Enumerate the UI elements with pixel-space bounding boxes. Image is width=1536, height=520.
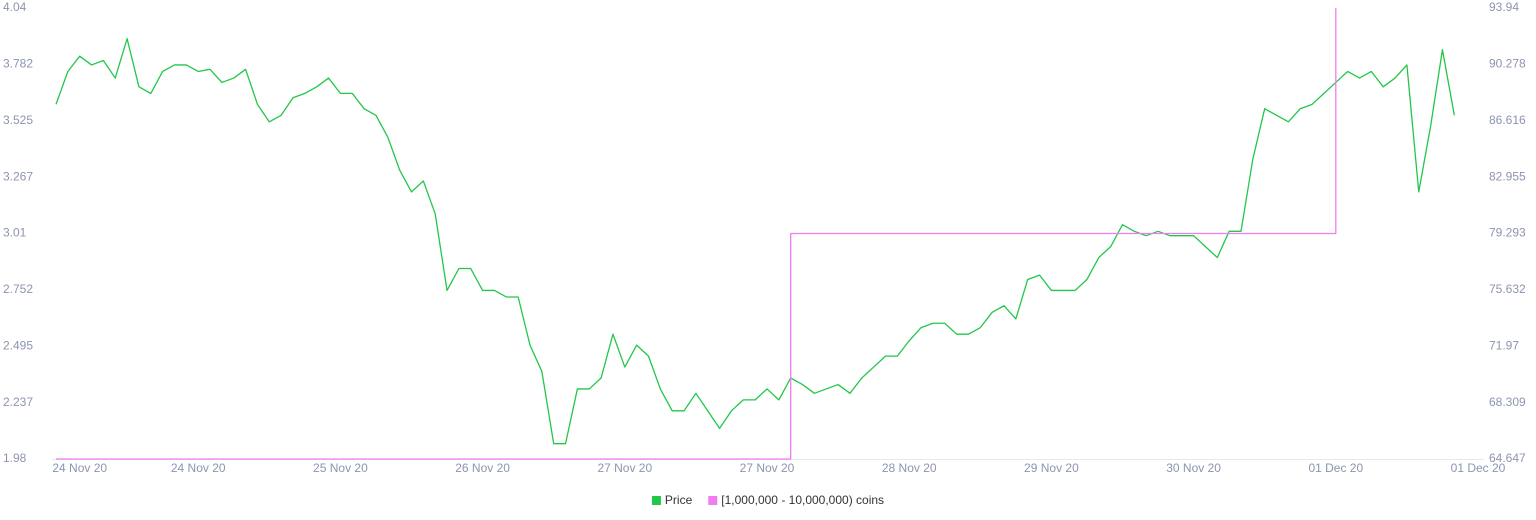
legend-swatch — [708, 496, 718, 505]
y2-tick-label: 71.97 — [1489, 338, 1519, 352]
x-tick-label: 27 Nov 20 — [597, 461, 652, 475]
x-tick-label: 26 Nov 20 — [455, 461, 510, 475]
x-tick-label: 25 Nov 20 — [313, 461, 368, 475]
y-tick-label: 3.267 — [3, 169, 33, 183]
legend-label: Price — [665, 493, 693, 507]
y2-tick-label: 93.94 — [1489, 0, 1519, 14]
y2-tick-label: 64.647 — [1489, 451, 1526, 465]
y-tick-label: 3.525 — [3, 113, 33, 127]
y2-tick-label: 86.616 — [1489, 113, 1526, 127]
x-tick-label: 27 Nov 20 — [740, 461, 795, 475]
x-tick-label: 01 Dec 20 — [1308, 461, 1363, 475]
y2-tick-label: 68.309 — [1489, 395, 1526, 409]
y2-tick-label: 82.955 — [1489, 169, 1526, 183]
y2-tick-label: 75.632 — [1489, 282, 1526, 296]
x-tick-label: 01 Dec 20 — [1451, 461, 1506, 475]
x-tick-label: 24 Nov 20 — [171, 461, 226, 475]
x-tick-label: 29 Nov 20 — [1024, 461, 1079, 475]
series-line — [56, 8, 1337, 460]
y-tick-label: 2.495 — [3, 338, 33, 352]
y-tick-label: 1.98 — [3, 451, 27, 465]
x-tick-label: 30 Nov 20 — [1166, 461, 1221, 475]
series-line — [55, 38, 1455, 445]
legend-swatch — [651, 496, 661, 505]
y-tick-label: 2.237 — [3, 395, 33, 409]
x-tick-label: 24 Nov 20 — [52, 461, 107, 475]
y-tick-label: 3.01 — [3, 226, 27, 240]
y2-tick-label: 79.293 — [1489, 226, 1526, 240]
y-tick-label: 4.04 — [3, 0, 27, 14]
legend-label: [1,000,000 - 10,000,000) coins — [721, 493, 884, 507]
x-tick-label: 28 Nov 20 — [882, 461, 937, 475]
y-tick-label: 3.782 — [3, 57, 33, 71]
y-tick-label: 2.752 — [3, 282, 33, 296]
y2-tick-label: 90.278 — [1489, 57, 1526, 71]
